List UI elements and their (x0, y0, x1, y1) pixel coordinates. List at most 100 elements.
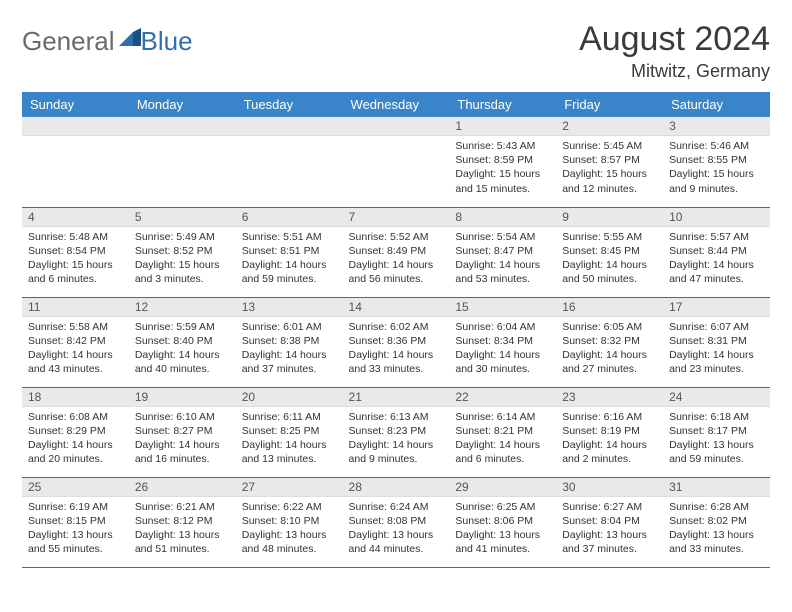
day-details: Sunrise: 5:46 AMSunset: 8:55 PMDaylight:… (663, 136, 770, 201)
day-details: Sunrise: 6:24 AMSunset: 8:08 PMDaylight:… (343, 497, 450, 562)
calendar-cell: 23Sunrise: 6:16 AMSunset: 8:19 PMDayligh… (556, 387, 663, 477)
day-number: 21 (343, 388, 450, 407)
day-number: 8 (449, 208, 556, 227)
day-details: Sunrise: 5:48 AMSunset: 8:54 PMDaylight:… (22, 227, 129, 292)
day-number: 9 (556, 208, 663, 227)
calendar-cell: 26Sunrise: 6:21 AMSunset: 8:12 PMDayligh… (129, 477, 236, 567)
day-number: 18 (22, 388, 129, 407)
calendar-cell (343, 117, 450, 207)
day-number: 16 (556, 298, 663, 317)
calendar-cell: 4Sunrise: 5:48 AMSunset: 8:54 PMDaylight… (22, 207, 129, 297)
day-number: 20 (236, 388, 343, 407)
weekday-header: Tuesday (236, 92, 343, 117)
day-number: 13 (236, 298, 343, 317)
calendar-cell: 29Sunrise: 6:25 AMSunset: 8:06 PMDayligh… (449, 477, 556, 567)
calendar-cell: 20Sunrise: 6:11 AMSunset: 8:25 PMDayligh… (236, 387, 343, 477)
day-number: 30 (556, 478, 663, 497)
calendar-body: 1Sunrise: 5:43 AMSunset: 8:59 PMDaylight… (22, 117, 770, 567)
calendar-row: 4Sunrise: 5:48 AMSunset: 8:54 PMDaylight… (22, 207, 770, 297)
weekday-header-row: Sunday Monday Tuesday Wednesday Thursday… (22, 92, 770, 117)
day-details: Sunrise: 5:57 AMSunset: 8:44 PMDaylight:… (663, 227, 770, 292)
day-details: Sunrise: 6:19 AMSunset: 8:15 PMDaylight:… (22, 497, 129, 562)
day-details: Sunrise: 6:07 AMSunset: 8:31 PMDaylight:… (663, 317, 770, 382)
day-number: 31 (663, 478, 770, 497)
calendar-cell: 1Sunrise: 5:43 AMSunset: 8:59 PMDaylight… (449, 117, 556, 207)
calendar-row: 18Sunrise: 6:08 AMSunset: 8:29 PMDayligh… (22, 387, 770, 477)
day-number: 6 (236, 208, 343, 227)
day-number: 4 (22, 208, 129, 227)
logo-mark-icon (119, 22, 141, 53)
day-details: Sunrise: 6:11 AMSunset: 8:25 PMDaylight:… (236, 407, 343, 472)
calendar-cell: 21Sunrise: 6:13 AMSunset: 8:23 PMDayligh… (343, 387, 450, 477)
calendar-page: General Blue August 2024 Mitwitz, German… (0, 0, 792, 588)
weekday-header: Monday (129, 92, 236, 117)
day-number: 24 (663, 388, 770, 407)
day-details: Sunrise: 6:27 AMSunset: 8:04 PMDaylight:… (556, 497, 663, 562)
day-number: 3 (663, 117, 770, 136)
day-number: 1 (449, 117, 556, 136)
calendar-cell (129, 117, 236, 207)
day-number (343, 117, 450, 136)
day-number: 26 (129, 478, 236, 497)
calendar-cell: 2Sunrise: 5:45 AMSunset: 8:57 PMDaylight… (556, 117, 663, 207)
day-details: Sunrise: 6:21 AMSunset: 8:12 PMDaylight:… (129, 497, 236, 562)
day-details: Sunrise: 5:49 AMSunset: 8:52 PMDaylight:… (129, 227, 236, 292)
page-title: August 2024 (579, 20, 770, 59)
calendar-cell: 30Sunrise: 6:27 AMSunset: 8:04 PMDayligh… (556, 477, 663, 567)
day-details: Sunrise: 5:52 AMSunset: 8:49 PMDaylight:… (343, 227, 450, 292)
calendar-cell: 5Sunrise: 5:49 AMSunset: 8:52 PMDaylight… (129, 207, 236, 297)
calendar-cell: 13Sunrise: 6:01 AMSunset: 8:38 PMDayligh… (236, 297, 343, 387)
day-number (236, 117, 343, 136)
day-number: 5 (129, 208, 236, 227)
day-number: 29 (449, 478, 556, 497)
calendar-cell: 28Sunrise: 6:24 AMSunset: 8:08 PMDayligh… (343, 477, 450, 567)
brand-logo: General Blue (22, 26, 193, 57)
day-number: 17 (663, 298, 770, 317)
calendar-cell: 15Sunrise: 6:04 AMSunset: 8:34 PMDayligh… (449, 297, 556, 387)
day-details: Sunrise: 5:45 AMSunset: 8:57 PMDaylight:… (556, 136, 663, 201)
day-number: 7 (343, 208, 450, 227)
day-details: Sunrise: 6:16 AMSunset: 8:19 PMDaylight:… (556, 407, 663, 472)
day-details: Sunrise: 5:51 AMSunset: 8:51 PMDaylight:… (236, 227, 343, 292)
day-details: Sunrise: 6:25 AMSunset: 8:06 PMDaylight:… (449, 497, 556, 562)
weekday-header: Wednesday (343, 92, 450, 117)
day-details: Sunrise: 5:58 AMSunset: 8:42 PMDaylight:… (22, 317, 129, 382)
calendar-row: 25Sunrise: 6:19 AMSunset: 8:15 PMDayligh… (22, 477, 770, 567)
day-number: 23 (556, 388, 663, 407)
weekday-header: Saturday (663, 92, 770, 117)
day-details: Sunrise: 6:08 AMSunset: 8:29 PMDaylight:… (22, 407, 129, 472)
weekday-header: Sunday (22, 92, 129, 117)
day-number (129, 117, 236, 136)
day-number: 14 (343, 298, 450, 317)
title-block: August 2024 Mitwitz, Germany (579, 20, 770, 82)
day-details: Sunrise: 6:28 AMSunset: 8:02 PMDaylight:… (663, 497, 770, 562)
calendar-cell: 14Sunrise: 6:02 AMSunset: 8:36 PMDayligh… (343, 297, 450, 387)
calendar-table: Sunday Monday Tuesday Wednesday Thursday… (22, 92, 770, 568)
calendar-cell: 24Sunrise: 6:18 AMSunset: 8:17 PMDayligh… (663, 387, 770, 477)
day-details: Sunrise: 6:01 AMSunset: 8:38 PMDaylight:… (236, 317, 343, 382)
weekday-header: Thursday (449, 92, 556, 117)
calendar-cell: 27Sunrise: 6:22 AMSunset: 8:10 PMDayligh… (236, 477, 343, 567)
calendar-row: 11Sunrise: 5:58 AMSunset: 8:42 PMDayligh… (22, 297, 770, 387)
calendar-cell: 22Sunrise: 6:14 AMSunset: 8:21 PMDayligh… (449, 387, 556, 477)
day-details: Sunrise: 6:05 AMSunset: 8:32 PMDaylight:… (556, 317, 663, 382)
day-details: Sunrise: 6:13 AMSunset: 8:23 PMDaylight:… (343, 407, 450, 472)
day-details: Sunrise: 5:43 AMSunset: 8:59 PMDaylight:… (449, 136, 556, 201)
day-number: 22 (449, 388, 556, 407)
calendar-cell: 9Sunrise: 5:55 AMSunset: 8:45 PMDaylight… (556, 207, 663, 297)
brand-part2: Blue (141, 26, 193, 57)
day-details: Sunrise: 6:14 AMSunset: 8:21 PMDaylight:… (449, 407, 556, 472)
day-number: 2 (556, 117, 663, 136)
day-number: 19 (129, 388, 236, 407)
calendar-cell: 3Sunrise: 5:46 AMSunset: 8:55 PMDaylight… (663, 117, 770, 207)
day-details: Sunrise: 6:22 AMSunset: 8:10 PMDaylight:… (236, 497, 343, 562)
location: Mitwitz, Germany (579, 61, 770, 82)
calendar-cell: 25Sunrise: 6:19 AMSunset: 8:15 PMDayligh… (22, 477, 129, 567)
weekday-header: Friday (556, 92, 663, 117)
calendar-cell: 11Sunrise: 5:58 AMSunset: 8:42 PMDayligh… (22, 297, 129, 387)
header: General Blue August 2024 Mitwitz, German… (22, 20, 770, 82)
calendar-cell (236, 117, 343, 207)
day-number: 12 (129, 298, 236, 317)
day-details: Sunrise: 6:10 AMSunset: 8:27 PMDaylight:… (129, 407, 236, 472)
calendar-cell: 31Sunrise: 6:28 AMSunset: 8:02 PMDayligh… (663, 477, 770, 567)
